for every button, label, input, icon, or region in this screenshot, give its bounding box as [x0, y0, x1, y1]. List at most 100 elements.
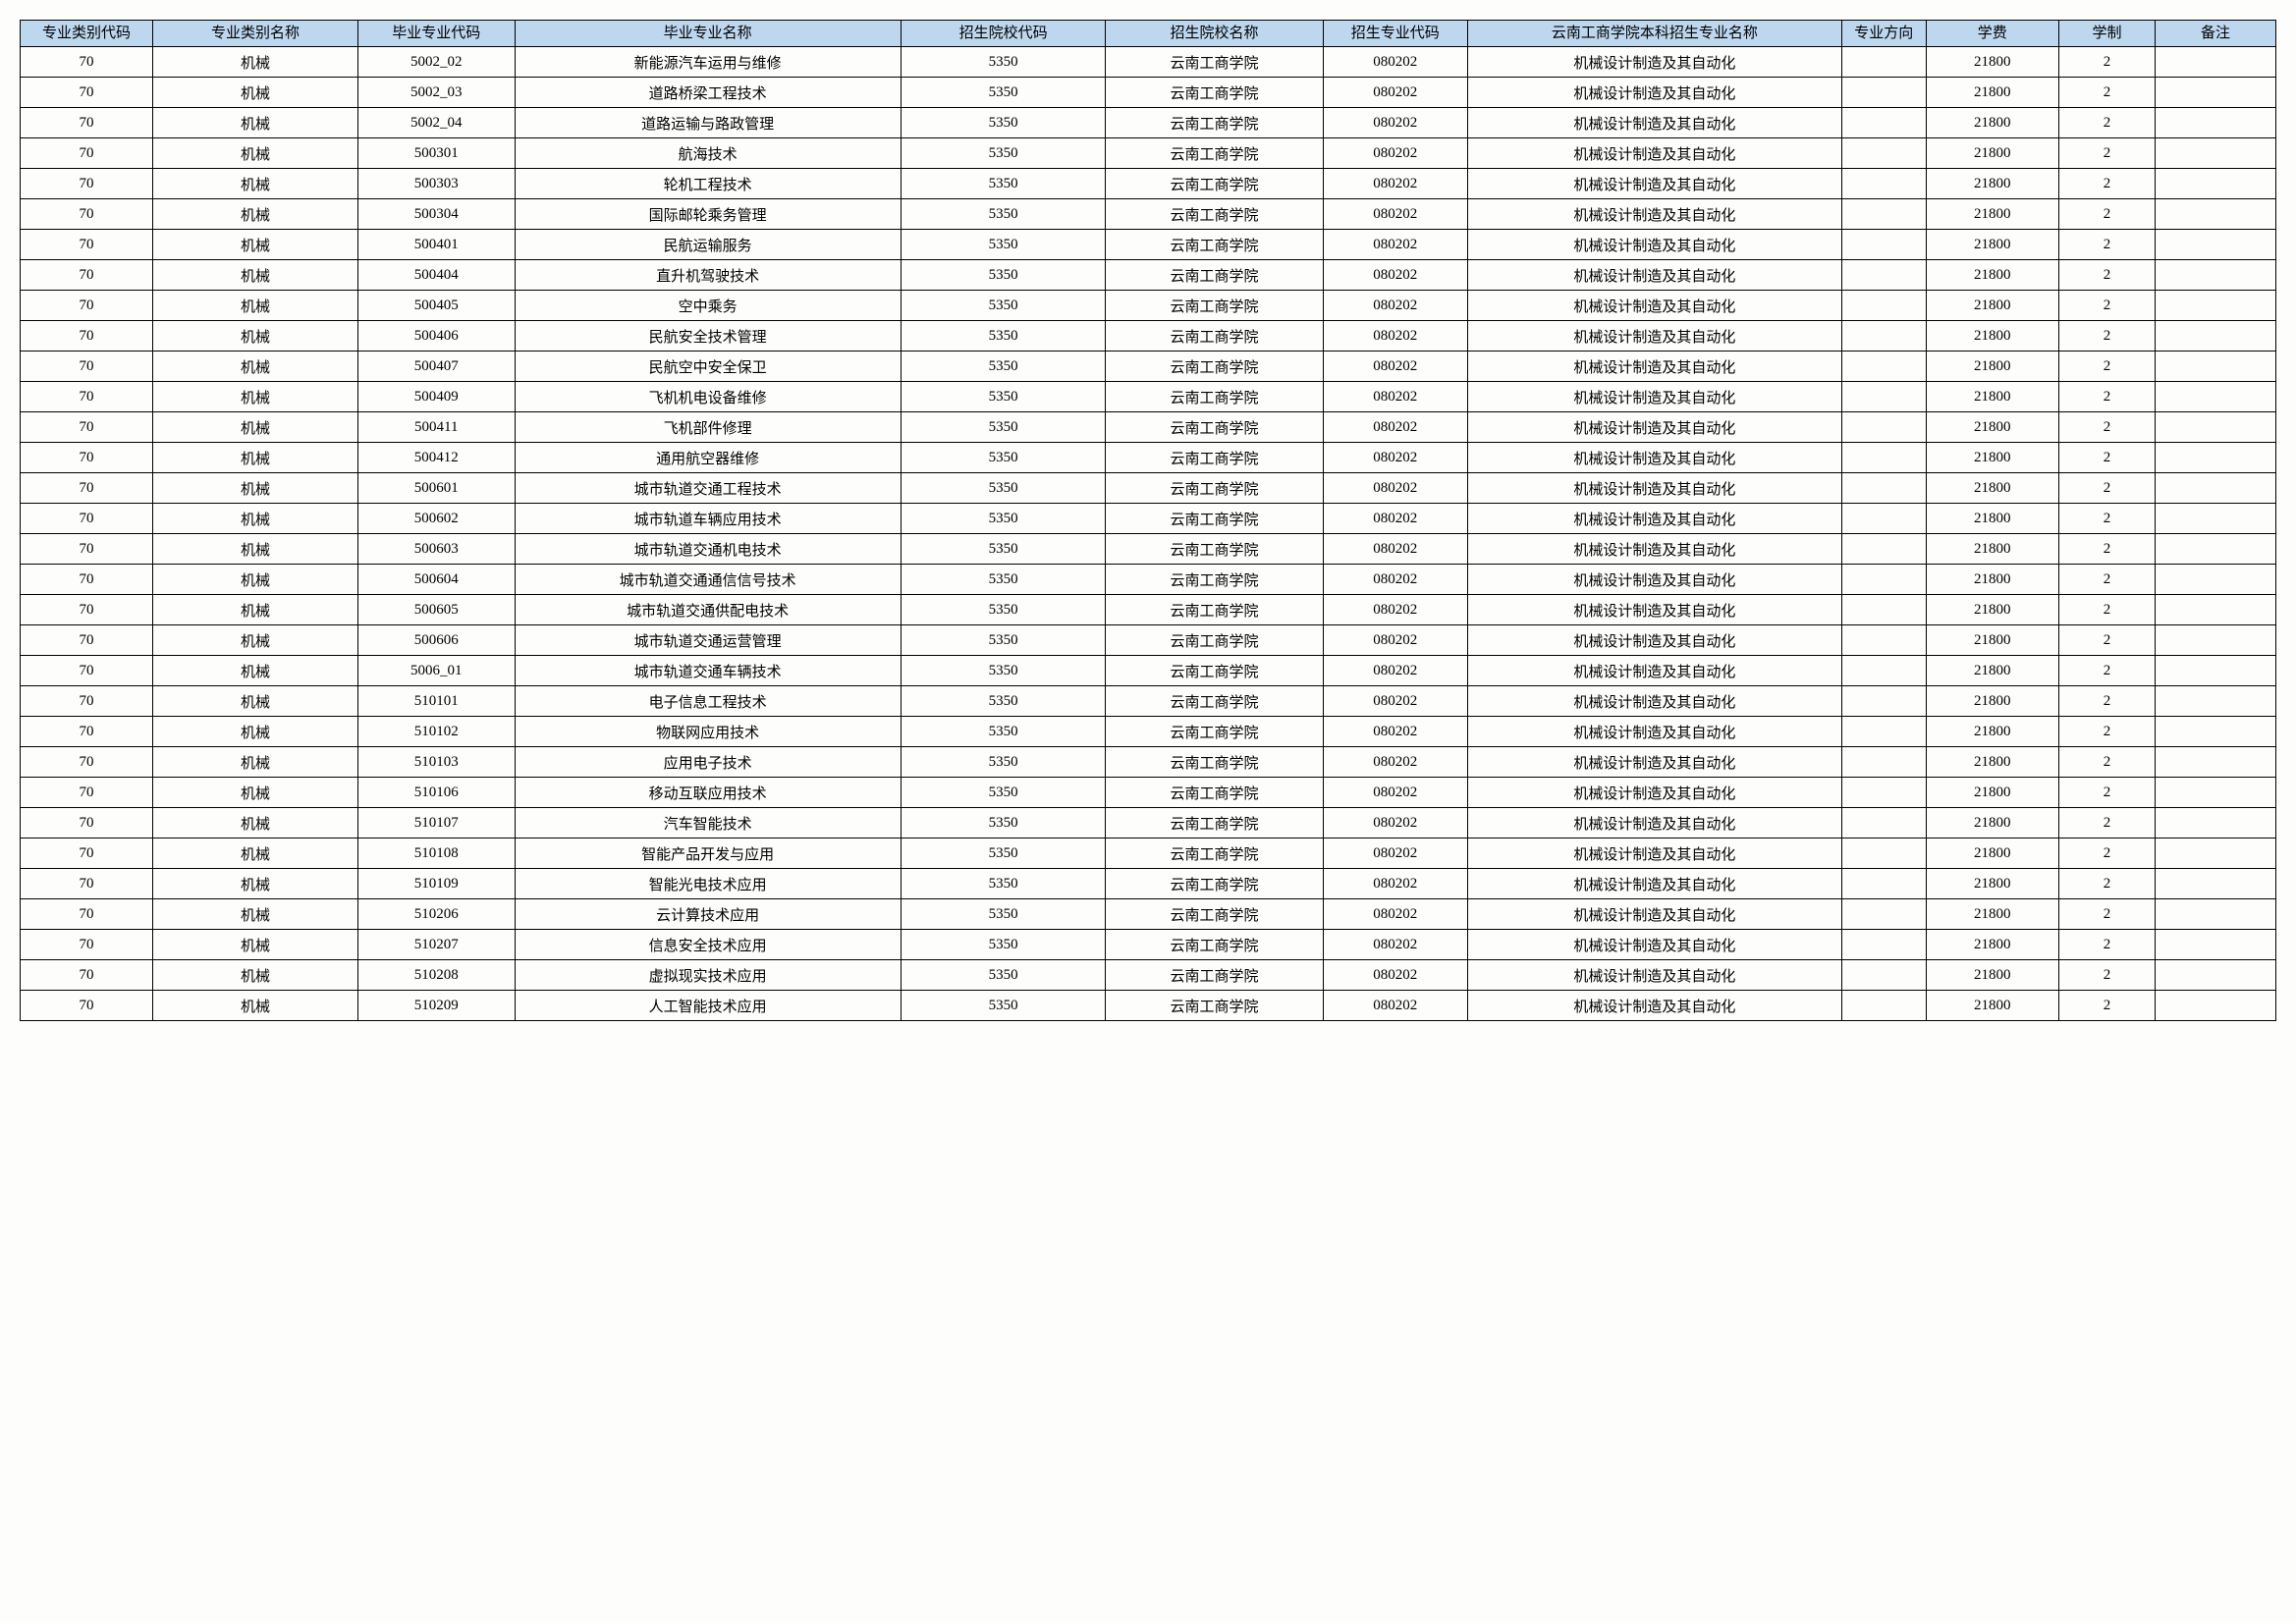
cell-16-4: 5350: [901, 534, 1106, 565]
cell-5-8: [1841, 199, 1926, 230]
cell-2-6: 080202: [1323, 108, 1467, 138]
cell-22-11: [2156, 717, 2276, 747]
cell-12-1: 机械: [153, 412, 358, 443]
cell-17-4: 5350: [901, 565, 1106, 595]
cell-10-9: 21800: [1926, 352, 2058, 382]
cell-31-9: 21800: [1926, 991, 2058, 1021]
table-row: 70机械510107汽车智能技术5350云南工商学院080202机械设计制造及其…: [21, 808, 2276, 839]
cell-0-7: 机械设计制造及其自动化: [1467, 47, 1841, 78]
cell-12-9: 21800: [1926, 412, 2058, 443]
cell-8-10: 2: [2058, 291, 2155, 321]
cell-6-5: 云南工商学院: [1106, 230, 1323, 260]
cell-20-6: 080202: [1323, 656, 1467, 686]
cell-16-1: 机械: [153, 534, 358, 565]
cell-12-4: 5350: [901, 412, 1106, 443]
cell-12-5: 云南工商学院: [1106, 412, 1323, 443]
cell-2-2: 5002_04: [357, 108, 515, 138]
cell-24-11: [2156, 778, 2276, 808]
cell-6-9: 21800: [1926, 230, 2058, 260]
table-row: 70机械510206云计算技术应用5350云南工商学院080202机械设计制造及…: [21, 899, 2276, 930]
cell-12-6: 080202: [1323, 412, 1467, 443]
cell-1-4: 5350: [901, 78, 1106, 108]
table-row: 70机械500411飞机部件修理5350云南工商学院080202机械设计制造及其…: [21, 412, 2276, 443]
cell-24-8: [1841, 778, 1926, 808]
cell-20-7: 机械设计制造及其自动化: [1467, 656, 1841, 686]
cell-21-0: 70: [21, 686, 153, 717]
table-row: 70机械5002_04道路运输与路政管理5350云南工商学院080202机械设计…: [21, 108, 2276, 138]
cell-4-9: 21800: [1926, 169, 2058, 199]
cell-25-8: [1841, 808, 1926, 839]
cell-1-6: 080202: [1323, 78, 1467, 108]
cell-28-7: 机械设计制造及其自动化: [1467, 899, 1841, 930]
cell-9-11: [2156, 321, 2276, 352]
cell-0-10: 2: [2058, 47, 2155, 78]
cell-2-10: 2: [2058, 108, 2155, 138]
cell-18-1: 机械: [153, 595, 358, 625]
cell-5-9: 21800: [1926, 199, 2058, 230]
cell-20-8: [1841, 656, 1926, 686]
cell-22-5: 云南工商学院: [1106, 717, 1323, 747]
cell-21-8: [1841, 686, 1926, 717]
cell-8-6: 080202: [1323, 291, 1467, 321]
cell-7-2: 500404: [357, 260, 515, 291]
cell-6-4: 5350: [901, 230, 1106, 260]
cell-12-11: [2156, 412, 2276, 443]
cell-30-6: 080202: [1323, 960, 1467, 991]
cell-21-5: 云南工商学院: [1106, 686, 1323, 717]
cell-8-7: 机械设计制造及其自动化: [1467, 291, 1841, 321]
cell-24-2: 510106: [357, 778, 515, 808]
cell-12-2: 500411: [357, 412, 515, 443]
cell-29-0: 70: [21, 930, 153, 960]
cell-24-10: 2: [2058, 778, 2155, 808]
cell-1-11: [2156, 78, 2276, 108]
col-header-11: 备注: [2156, 21, 2276, 47]
cell-2-5: 云南工商学院: [1106, 108, 1323, 138]
cell-9-9: 21800: [1926, 321, 2058, 352]
table-row: 70机械500412通用航空器维修5350云南工商学院080202机械设计制造及…: [21, 443, 2276, 473]
cell-12-7: 机械设计制造及其自动化: [1467, 412, 1841, 443]
cell-5-10: 2: [2058, 199, 2155, 230]
cell-4-0: 70: [21, 169, 153, 199]
cell-20-4: 5350: [901, 656, 1106, 686]
cell-19-0: 70: [21, 625, 153, 656]
cell-11-3: 飞机机电设备维修: [515, 382, 901, 412]
cell-7-1: 机械: [153, 260, 358, 291]
cell-16-6: 080202: [1323, 534, 1467, 565]
cell-19-8: [1841, 625, 1926, 656]
cell-1-0: 70: [21, 78, 153, 108]
cell-13-0: 70: [21, 443, 153, 473]
cell-23-3: 应用电子技术: [515, 747, 901, 778]
cell-13-10: 2: [2058, 443, 2155, 473]
cell-15-6: 080202: [1323, 504, 1467, 534]
cell-21-3: 电子信息工程技术: [515, 686, 901, 717]
cell-24-9: 21800: [1926, 778, 2058, 808]
cell-22-0: 70: [21, 717, 153, 747]
cell-0-3: 新能源汽车运用与维修: [515, 47, 901, 78]
cell-18-9: 21800: [1926, 595, 2058, 625]
table-body: 70机械5002_02新能源汽车运用与维修5350云南工商学院080202机械设…: [21, 47, 2276, 1021]
cell-17-1: 机械: [153, 565, 358, 595]
cell-26-6: 080202: [1323, 839, 1467, 869]
table-row: 70机械500407民航空中安全保卫5350云南工商学院080202机械设计制造…: [21, 352, 2276, 382]
col-header-9: 学费: [1926, 21, 2058, 47]
cell-24-4: 5350: [901, 778, 1106, 808]
cell-22-9: 21800: [1926, 717, 2058, 747]
cell-3-3: 航海技术: [515, 138, 901, 169]
cell-25-6: 080202: [1323, 808, 1467, 839]
cell-1-10: 2: [2058, 78, 2155, 108]
cell-21-11: [2156, 686, 2276, 717]
cell-3-1: 机械: [153, 138, 358, 169]
cell-18-7: 机械设计制造及其自动化: [1467, 595, 1841, 625]
cell-7-9: 21800: [1926, 260, 2058, 291]
cell-31-8: [1841, 991, 1926, 1021]
col-header-8: 专业方向: [1841, 21, 1926, 47]
cell-4-1: 机械: [153, 169, 358, 199]
col-header-7: 云南工商学院本科招生专业名称: [1467, 21, 1841, 47]
cell-25-9: 21800: [1926, 808, 2058, 839]
cell-20-5: 云南工商学院: [1106, 656, 1323, 686]
cell-16-2: 500603: [357, 534, 515, 565]
cell-13-8: [1841, 443, 1926, 473]
cell-16-9: 21800: [1926, 534, 2058, 565]
cell-8-0: 70: [21, 291, 153, 321]
cell-6-3: 民航运输服务: [515, 230, 901, 260]
